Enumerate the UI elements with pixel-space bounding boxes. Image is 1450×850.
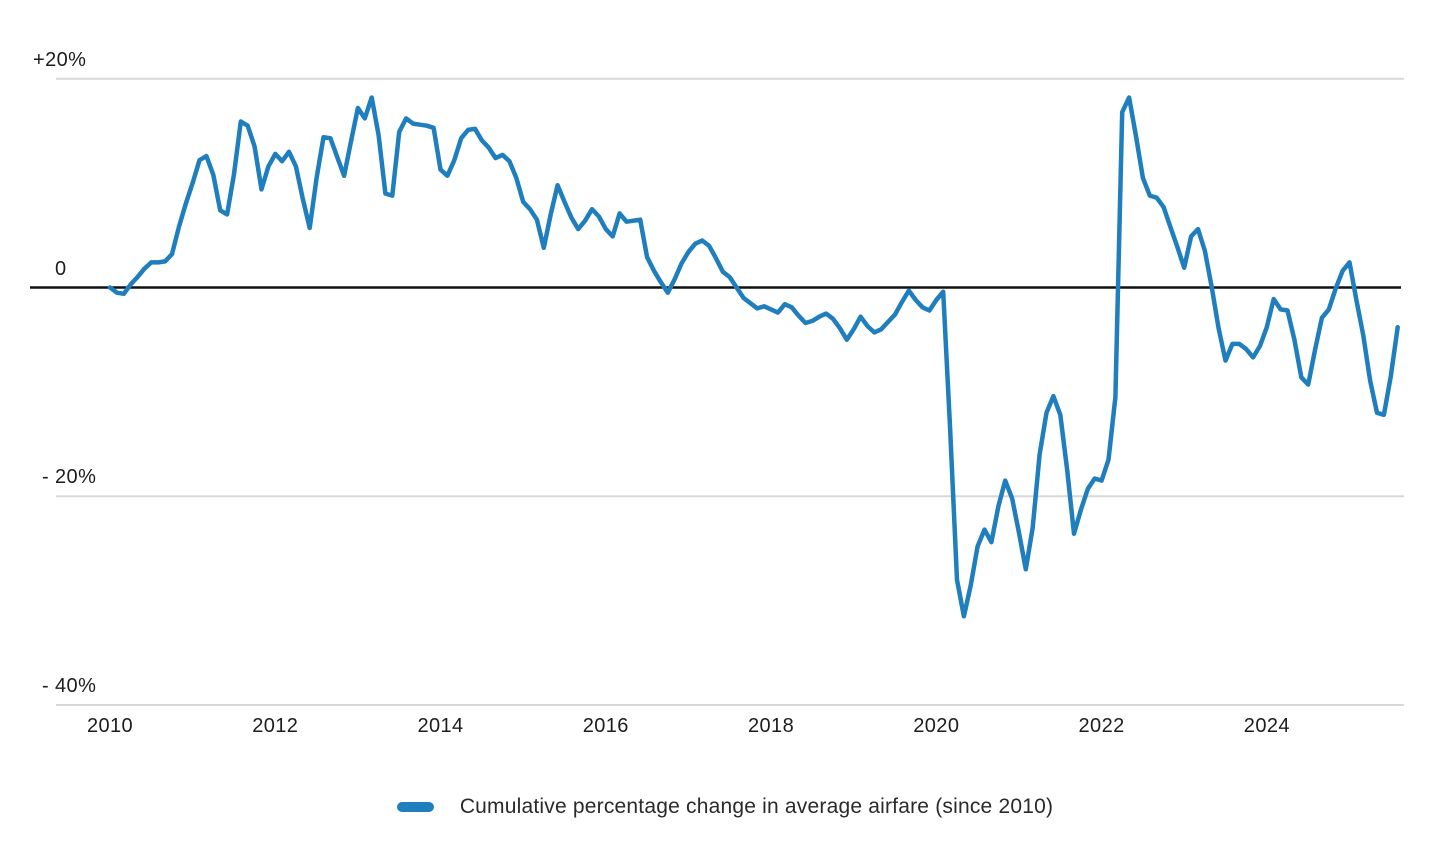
x-axis-label: 2010: [86, 715, 134, 737]
legend: Cumulative percentage change in average …: [0, 792, 1450, 822]
x-axis-label: 2022: [1078, 715, 1125, 737]
y-axis-label: 0: [55, 257, 67, 280]
legend-line-swatch-icon: [396, 802, 434, 812]
x-axis-label: 2016: [582, 715, 629, 737]
x-axis-label: 2012: [252, 715, 299, 737]
x-axis-label: 2020: [913, 715, 960, 737]
x-axis-label: 2024: [1243, 715, 1290, 737]
legend-label: Cumulative percentage change in average …: [459, 795, 1054, 818]
airfare-series-line: [107, 95, 1400, 619]
x-axis-label: 2018: [748, 715, 795, 737]
y-axis-label: - 40%: [42, 675, 97, 697]
x-axis-label: 2014: [417, 715, 464, 737]
y-axis-label: - 20%: [42, 466, 97, 489]
gridlines: [30, 77, 1404, 706]
y-axis-label: +20%: [33, 48, 87, 71]
